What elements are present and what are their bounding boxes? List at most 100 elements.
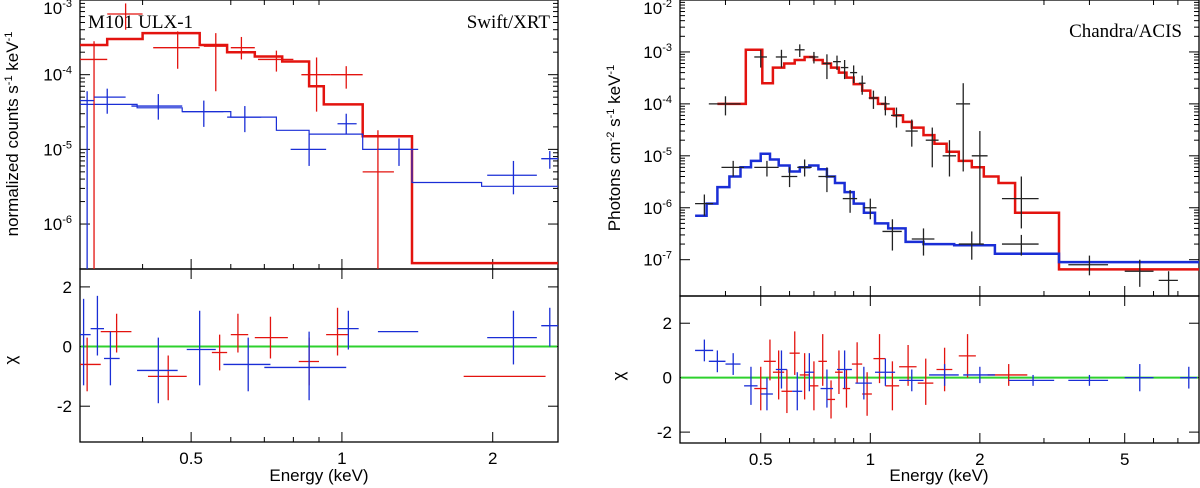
- right-residual-point: [1180, 366, 1198, 389]
- left-residual-point: [264, 331, 347, 401]
- right-residual-y-axis-label: χ: [609, 371, 628, 380]
- right-x-tick-label: 0.5: [749, 450, 773, 469]
- right-data-point: [1001, 176, 1039, 229]
- left-residual-point: [80, 298, 91, 386]
- left-annotation-instrument: Swift/XRT: [467, 12, 551, 33]
- left-residual-point: [337, 310, 359, 350]
- right-residual-point: [826, 380, 836, 419]
- right-y-tick-base: 10: [643, 43, 662, 62]
- right-data-point: [925, 127, 939, 168]
- right-residual-tick-label: 0: [663, 369, 672, 388]
- right-data-point: [721, 160, 745, 177]
- left-y-axis-label: normalized counts s-1 keV-1: [3, 32, 22, 237]
- right-x-tick-label: 1: [866, 450, 875, 469]
- left-y-tick-base: 10: [43, 66, 62, 85]
- left-residual-y-axis-label: χ: [1, 355, 20, 364]
- right-residual-plot-area: [679, 296, 1199, 443]
- right-residual-point: [851, 342, 863, 384]
- right-data-point: [868, 90, 879, 109]
- right-data-point: [818, 167, 836, 193]
- right-residual-point: [842, 369, 851, 408]
- right-residual-point: [789, 331, 800, 375]
- right-residual-point: [873, 334, 886, 384]
- right-residual-point: [837, 350, 852, 389]
- right-residual-point: [804, 353, 814, 392]
- left-x-tick-label: 2: [488, 449, 497, 468]
- right-y-tick-label: 10-3: [643, 42, 672, 62]
- right-data-point: [971, 131, 988, 245]
- right-data-point: [905, 119, 918, 147]
- right-residual-point: [695, 339, 714, 362]
- right-bottom-frame: [679, 295, 1200, 444]
- right-residual-point: [799, 353, 810, 400]
- left-y-tick-exponent: -5: [62, 139, 72, 151]
- left-y-tick-labels: 10-310-410-510-6: [43, 0, 72, 234]
- right-residual-tick-label: 2: [663, 314, 672, 333]
- left-data-point: [227, 106, 262, 133]
- left-residual-point: [211, 334, 228, 371]
- right-data-point: [1158, 271, 1178, 296]
- left-residual-point: [541, 307, 558, 347]
- left-bottom-frame: [79, 268, 559, 443]
- right-data-point: [942, 140, 957, 177]
- right-y-tick-label: 10-2: [643, 0, 672, 18]
- right-panel: Chandra/ACIS 10-210-310-410-510-610-7 20…: [605, 0, 1200, 485]
- right-y-tick-exponent: -3: [662, 42, 672, 54]
- right-y-axis-label: Photons cm-2 s-1 keV-1: [605, 65, 624, 231]
- right-data-point: [840, 59, 849, 80]
- right-residual-point: [1068, 374, 1109, 386]
- left-y-tick-exponent: -6: [62, 214, 72, 226]
- left-residual-plot-area: [79, 269, 558, 442]
- left-data-point: [290, 134, 327, 166]
- right-residual-point: [1124, 364, 1154, 392]
- right-residual-point: [885, 361, 900, 411]
- right-data-point: [956, 83, 971, 172]
- right-residual-point: [1008, 374, 1055, 386]
- right-residual-tick-labels: 2 0 -2: [657, 314, 672, 442]
- right-residual-point: [754, 366, 767, 411]
- left-data-point: [107, 3, 143, 30]
- right-y-tick-exponent: -7: [662, 250, 672, 262]
- right-y-tick-base: 10: [643, 251, 662, 270]
- right-x-tick-label: 2: [975, 450, 984, 469]
- left-data-point: [377, 138, 419, 166]
- right-y-tick-exponent: -5: [662, 146, 672, 158]
- right-residual-point: [874, 358, 896, 386]
- left-residual-point: [137, 337, 178, 404]
- right-y-tick-label: 10-5: [643, 146, 672, 166]
- right-residual-point: [763, 339, 776, 381]
- left-model-data-red: [80, 31, 558, 265]
- left-data-point: [94, 88, 126, 114]
- left-residual-point: [104, 331, 120, 386]
- right-y-tick-label: 10-6: [643, 198, 672, 218]
- left-y-tick-label: 10-5: [43, 139, 72, 159]
- left-y-tick-base: 10: [43, 0, 62, 18]
- left-residual-point: [147, 355, 187, 401]
- left-data-point: [258, 50, 294, 72]
- left-data-point: [487, 160, 537, 195]
- left-residual-tick-label: 0: [63, 338, 72, 357]
- left-residual-point: [100, 313, 132, 353]
- right-data-point: [781, 167, 798, 188]
- right-annotation-instrument: Chandra/ACIS: [1069, 21, 1182, 42]
- left-data-point: [301, 57, 331, 112]
- right-x-tick-labels: 0.5 1 2 5: [749, 450, 1130, 469]
- left-data-point: [80, 91, 95, 269]
- left-y-tick-exponent: -4: [62, 65, 72, 77]
- left-data-point: [80, 41, 108, 269]
- left-x-axis-label: Energy (keV): [269, 466, 368, 485]
- right-data-point: [794, 44, 805, 57]
- right-data-point: [809, 51, 819, 64]
- right-residual-point: [963, 366, 995, 384]
- right-data-point: [863, 198, 877, 220]
- right-residual-point: [708, 350, 726, 373]
- right-data-point: [1068, 255, 1109, 276]
- left-y-tick-label: 10-4: [43, 65, 72, 85]
- right-y-tick-labels: 10-210-310-410-510-610-7: [643, 0, 672, 270]
- left-top-plot-area: [79, 0, 558, 269]
- right-residual-point: [899, 345, 917, 386]
- left-data-point: [153, 31, 200, 69]
- left-y-tick-base: 10: [43, 215, 62, 234]
- right-data-point: [891, 107, 902, 128]
- left-residual-point: [326, 307, 349, 356]
